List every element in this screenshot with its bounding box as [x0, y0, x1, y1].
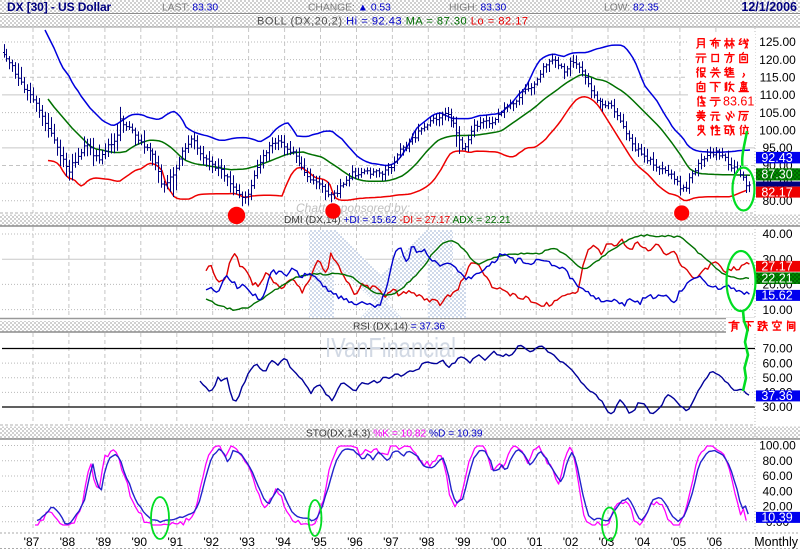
svg-text:20.00: 20.00 — [762, 500, 792, 514]
svg-text:'99: '99 — [455, 535, 471, 549]
svg-text:LAST: 83.30: LAST: 83.30 — [162, 3, 218, 14]
svg-text:60.00: 60.00 — [762, 469, 792, 483]
svg-text:'93: '93 — [239, 535, 255, 549]
svg-text:'03: '03 — [599, 535, 615, 549]
svg-text:'02: '02 — [563, 535, 579, 549]
svg-text:22.21: 22.21 — [761, 272, 792, 286]
svg-text:30.00: 30.00 — [762, 400, 792, 414]
svg-text:80.00: 80.00 — [762, 454, 792, 468]
svg-text:'98: '98 — [419, 535, 435, 549]
svg-text:'06: '06 — [707, 535, 723, 549]
svg-text:'04: '04 — [635, 535, 651, 549]
svg-text:'88: '88 — [60, 535, 76, 549]
svg-text:IVanFinancial: IVanFinancial — [325, 332, 456, 363]
svg-text:'87: '87 — [24, 535, 40, 549]
svg-text:CHANGE: ▲ 0.53: CHANGE: ▲ 0.53 — [308, 3, 391, 14]
svg-text:'92: '92 — [203, 535, 219, 549]
svg-text:Charts sponsored by:: Charts sponsored by: — [296, 201, 410, 215]
svg-text:'89: '89 — [96, 535, 112, 549]
svg-text:RSI (DX,14) = 37.36: RSI (DX,14) = 37.36 — [353, 322, 445, 333]
svg-text:105.00: 105.00 — [759, 106, 796, 120]
svg-text:110.00: 110.00 — [760, 88, 796, 102]
svg-text:'96: '96 — [347, 535, 363, 549]
svg-text:95.00: 95.00 — [762, 141, 792, 155]
svg-text:37.36: 37.36 — [761, 389, 792, 403]
svg-text:DX [30] - US Dollar: DX [30] - US Dollar — [7, 0, 112, 14]
svg-text:83.61: 83.61 — [723, 95, 754, 109]
svg-text:27.17: 27.17 — [761, 260, 792, 274]
svg-text:115.00: 115.00 — [760, 71, 796, 85]
svg-text:120.00: 120.00 — [759, 53, 796, 67]
svg-text:'94: '94 — [275, 535, 291, 549]
svg-text:'05: '05 — [671, 535, 687, 549]
svg-text:10.00: 10.00 — [762, 303, 792, 317]
svg-text:Monthly: Monthly — [754, 535, 799, 549]
svg-text:10.39: 10.39 — [761, 511, 792, 525]
svg-text:50.00: 50.00 — [762, 371, 792, 385]
svg-text:40.00: 40.00 — [762, 485, 792, 499]
svg-text:60.00: 60.00 — [762, 356, 792, 370]
svg-text:70.00: 70.00 — [762, 342, 792, 356]
svg-text:'90: '90 — [131, 535, 147, 549]
svg-text:STO(DX,14,3) %K = 10.82 %D = 1: STO(DX,14,3) %K = 10.82 %D = 10.39 — [306, 429, 483, 440]
svg-text:87.30: 87.30 — [761, 168, 792, 182]
svg-text:'95: '95 — [311, 535, 327, 549]
svg-text:HIGH: 83.30: HIGH: 83.30 — [449, 3, 507, 14]
svg-text:100.00: 100.00 — [759, 123, 796, 137]
svg-text:BOLL (DX,20,2) Hi = 92.43 MA =: BOLL (DX,20,2) Hi = 92.43 MA = 87.30 Lo … — [257, 16, 529, 28]
svg-text:100.00: 100.00 — [759, 439, 796, 453]
svg-text:'01: '01 — [527, 535, 543, 549]
svg-text:DMI (DX,14) +DI = 15.62 -DI =: DMI (DX,14) +DI = 15.62 -DI = 27.17 ADX … — [284, 215, 511, 226]
svg-text:LOW: 82.35: LOW: 82.35 — [604, 3, 659, 14]
svg-text:'00: '00 — [491, 535, 507, 549]
svg-text:82.17: 82.17 — [761, 185, 792, 199]
svg-text:92.43: 92.43 — [761, 151, 792, 165]
svg-text:'97: '97 — [383, 535, 399, 549]
svg-text:'91: '91 — [167, 535, 183, 549]
svg-text:12/1/2006: 12/1/2006 — [741, 0, 797, 14]
svg-text:125.00: 125.00 — [759, 35, 796, 49]
svg-text:40.00: 40.00 — [762, 227, 792, 241]
svg-text:15.62: 15.62 — [761, 289, 792, 303]
